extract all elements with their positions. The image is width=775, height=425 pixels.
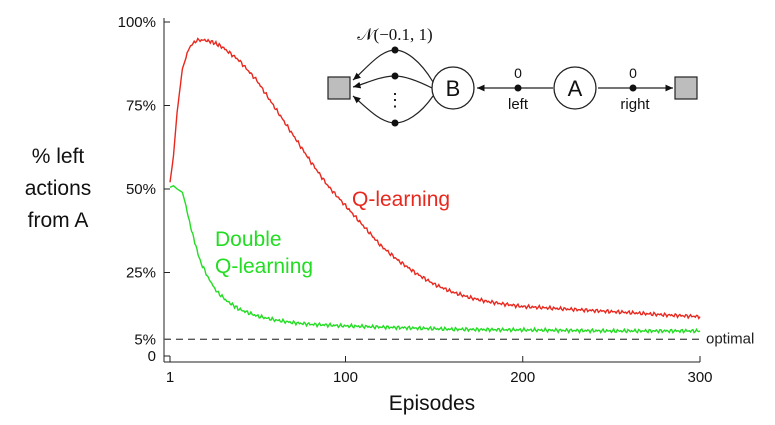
series-line-q-learning [169, 37, 701, 320]
series-line-double-q-learning [169, 184, 701, 335]
ellipsis-dots: ⋮ [386, 90, 404, 110]
x-ticks: 1 100 200 300 [166, 356, 713, 386]
state-a-label: A [568, 76, 583, 101]
y-tick-label: 75% [126, 98, 156, 115]
series-group [169, 37, 701, 335]
distribution-label: 𝒩(−0.1, 1) [357, 25, 432, 44]
x-tick-label: 100 [333, 369, 358, 386]
state-a-circle [553, 66, 597, 110]
y-tick-label: 5% [134, 331, 156, 348]
x-tick-label: 300 [687, 369, 712, 386]
transition-dot-top [391, 46, 399, 54]
y-tick-label: 0 [148, 348, 156, 365]
y-tick-label: 100% [118, 14, 156, 31]
y-tick-label: 25% [126, 265, 156, 282]
series-label-double-line2: Q-learning [215, 255, 313, 278]
y-axis-label-line2: actions [25, 177, 92, 200]
terminal-state-right [674, 76, 698, 100]
y-ticks: 05% 25% 50% 75% 100% [118, 14, 170, 365]
left-action-label: left [508, 96, 529, 113]
series-label-q-learning: Q-learning [352, 188, 450, 211]
left-action-dot [514, 84, 522, 92]
axes [163, 18, 700, 363]
state-b-circle [431, 66, 475, 110]
series-label-double-line1: Double [215, 228, 282, 251]
terminal-state-left [327, 76, 351, 100]
y-axis-label: % left actions from A [25, 145, 92, 232]
y-tick-label: 50% [126, 181, 156, 198]
transition-dot-bottom [391, 119, 399, 127]
left-action-reward: 0 [514, 65, 522, 81]
right-action-dot [629, 84, 637, 92]
y-axis-label-line3: from A [28, 209, 89, 232]
state-b-label: B [446, 76, 461, 101]
mdp-diagram: ⋮ 𝒩(−0.1, 1) 0 left 0 right B A [327, 25, 698, 127]
right-action-label: right [620, 96, 650, 113]
transition-dot-middle [391, 72, 399, 80]
right-action-reward: 0 [629, 65, 637, 81]
optimal-label: optimal [706, 330, 754, 347]
x-axis-label: Episodes [389, 392, 475, 415]
x-tick-label: 1 [166, 369, 174, 386]
y-axis-label-line1: % left [32, 145, 85, 168]
x-tick-label: 200 [510, 369, 535, 386]
